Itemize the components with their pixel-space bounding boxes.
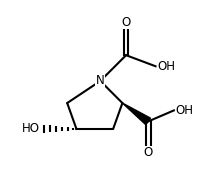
Text: O: O (144, 146, 153, 159)
Text: O: O (121, 16, 131, 29)
Text: HO: HO (22, 122, 40, 135)
Polygon shape (122, 103, 151, 125)
Text: OH: OH (176, 104, 194, 117)
Text: N: N (96, 75, 105, 87)
Text: OH: OH (157, 60, 175, 73)
